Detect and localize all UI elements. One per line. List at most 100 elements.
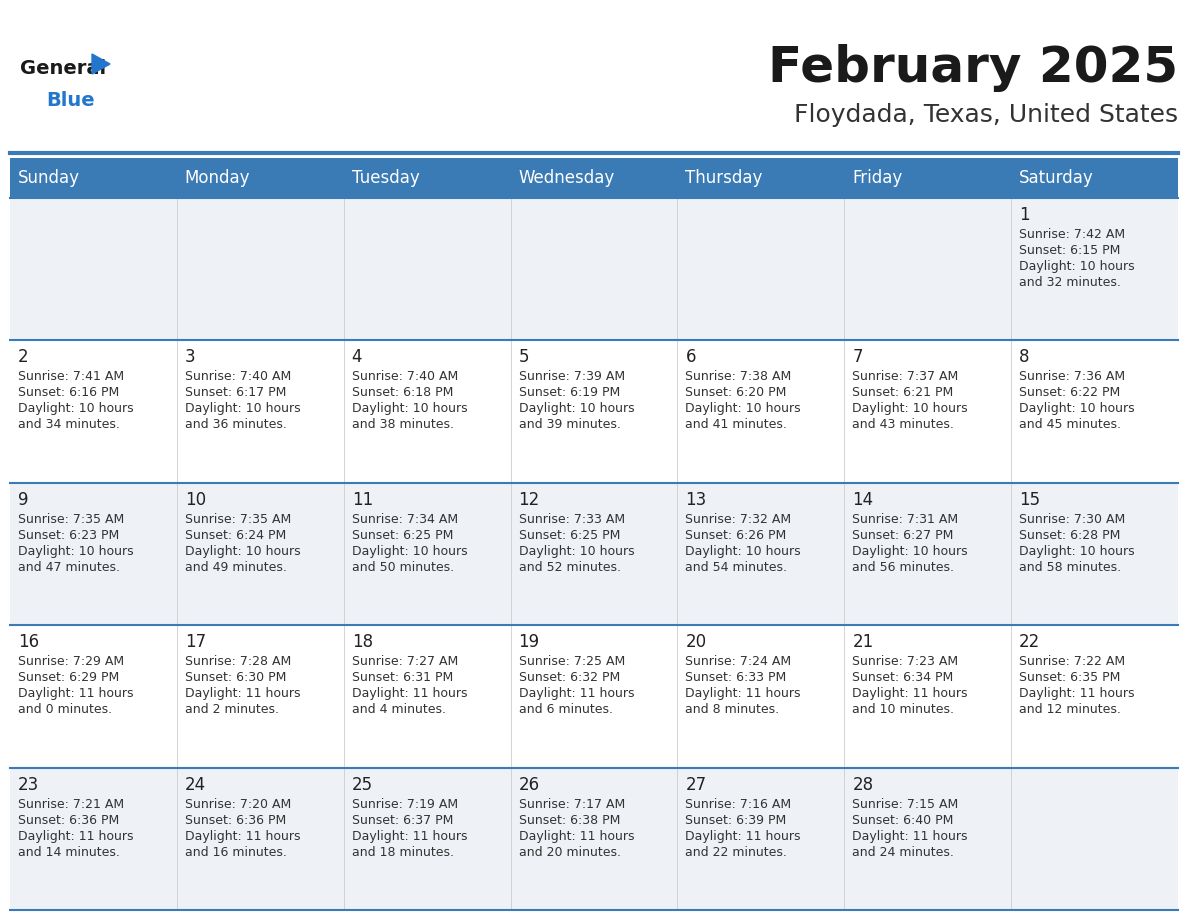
Bar bbox=[177, 767, 343, 910]
Text: 4: 4 bbox=[352, 349, 362, 366]
Text: Sunrise: 7:28 AM: Sunrise: 7:28 AM bbox=[185, 655, 291, 668]
Text: and 32 minutes.: and 32 minutes. bbox=[1019, 276, 1121, 289]
Text: 22: 22 bbox=[1019, 633, 1041, 651]
Bar bbox=[1011, 483, 1178, 625]
Text: Sunrise: 7:41 AM: Sunrise: 7:41 AM bbox=[18, 370, 124, 384]
Text: Daylight: 10 hours: Daylight: 10 hours bbox=[18, 402, 133, 416]
Text: Daylight: 10 hours: Daylight: 10 hours bbox=[519, 544, 634, 558]
Text: Daylight: 11 hours: Daylight: 11 hours bbox=[185, 830, 301, 843]
Text: 28: 28 bbox=[852, 776, 873, 793]
Text: 3: 3 bbox=[185, 349, 196, 366]
Text: Daylight: 11 hours: Daylight: 11 hours bbox=[1019, 688, 1135, 700]
Text: Sunrise: 7:35 AM: Sunrise: 7:35 AM bbox=[18, 513, 125, 526]
Text: Sunset: 6:36 PM: Sunset: 6:36 PM bbox=[185, 813, 286, 826]
Text: Sunset: 6:40 PM: Sunset: 6:40 PM bbox=[852, 813, 954, 826]
Text: 1: 1 bbox=[1019, 206, 1030, 224]
Text: General: General bbox=[20, 59, 106, 77]
Text: Daylight: 11 hours: Daylight: 11 hours bbox=[685, 688, 801, 700]
Text: Sunrise: 7:21 AM: Sunrise: 7:21 AM bbox=[18, 798, 124, 811]
Bar bbox=[177, 341, 343, 483]
Text: 13: 13 bbox=[685, 491, 707, 509]
Text: and 14 minutes.: and 14 minutes. bbox=[18, 845, 120, 858]
Text: 20: 20 bbox=[685, 633, 707, 651]
Text: Sunrise: 7:27 AM: Sunrise: 7:27 AM bbox=[352, 655, 457, 668]
Bar bbox=[10, 341, 177, 483]
Text: Sunset: 6:23 PM: Sunset: 6:23 PM bbox=[18, 529, 119, 542]
Text: and 54 minutes.: and 54 minutes. bbox=[685, 561, 788, 574]
Text: 17: 17 bbox=[185, 633, 206, 651]
Text: 16: 16 bbox=[18, 633, 39, 651]
Bar bbox=[1011, 767, 1178, 910]
Bar bbox=[343, 625, 511, 767]
Text: Sunday: Sunday bbox=[18, 169, 80, 187]
Text: and 47 minutes.: and 47 minutes. bbox=[18, 561, 120, 574]
Bar bbox=[343, 198, 511, 341]
Text: Sunset: 6:33 PM: Sunset: 6:33 PM bbox=[685, 671, 786, 684]
Text: Tuesday: Tuesday bbox=[352, 169, 419, 187]
Text: Saturday: Saturday bbox=[1019, 169, 1094, 187]
Polygon shape bbox=[91, 54, 110, 74]
Text: Daylight: 11 hours: Daylight: 11 hours bbox=[685, 830, 801, 843]
Bar bbox=[677, 198, 845, 341]
Text: Sunset: 6:38 PM: Sunset: 6:38 PM bbox=[519, 813, 620, 826]
Bar bbox=[511, 767, 677, 910]
Text: Sunset: 6:34 PM: Sunset: 6:34 PM bbox=[852, 671, 954, 684]
Text: and 4 minutes.: and 4 minutes. bbox=[352, 703, 446, 716]
Text: Sunrise: 7:33 AM: Sunrise: 7:33 AM bbox=[519, 513, 625, 526]
Bar bbox=[177, 158, 343, 198]
Text: Sunset: 6:19 PM: Sunset: 6:19 PM bbox=[519, 386, 620, 399]
Text: and 10 minutes.: and 10 minutes. bbox=[852, 703, 954, 716]
Text: Sunrise: 7:38 AM: Sunrise: 7:38 AM bbox=[685, 370, 791, 384]
Text: Sunrise: 7:40 AM: Sunrise: 7:40 AM bbox=[352, 370, 457, 384]
Text: Floydada, Texas, United States: Floydada, Texas, United States bbox=[794, 103, 1178, 127]
Text: Daylight: 11 hours: Daylight: 11 hours bbox=[352, 688, 467, 700]
Text: Sunrise: 7:40 AM: Sunrise: 7:40 AM bbox=[185, 370, 291, 384]
Text: Monday: Monday bbox=[185, 169, 251, 187]
Text: Sunrise: 7:32 AM: Sunrise: 7:32 AM bbox=[685, 513, 791, 526]
Text: Sunset: 6:18 PM: Sunset: 6:18 PM bbox=[352, 386, 453, 399]
Bar bbox=[10, 625, 177, 767]
Text: and 45 minutes.: and 45 minutes. bbox=[1019, 419, 1121, 431]
Text: Daylight: 11 hours: Daylight: 11 hours bbox=[18, 688, 133, 700]
Text: Sunrise: 7:31 AM: Sunrise: 7:31 AM bbox=[852, 513, 959, 526]
Text: Daylight: 11 hours: Daylight: 11 hours bbox=[185, 688, 301, 700]
Bar bbox=[343, 483, 511, 625]
Bar bbox=[511, 198, 677, 341]
Text: February 2025: February 2025 bbox=[767, 44, 1178, 92]
Text: Daylight: 10 hours: Daylight: 10 hours bbox=[685, 402, 801, 416]
Text: Sunrise: 7:34 AM: Sunrise: 7:34 AM bbox=[352, 513, 457, 526]
Text: and 16 minutes.: and 16 minutes. bbox=[185, 845, 286, 858]
Text: Daylight: 10 hours: Daylight: 10 hours bbox=[185, 402, 301, 416]
Bar bbox=[1011, 198, 1178, 341]
Text: and 8 minutes.: and 8 minutes. bbox=[685, 703, 779, 716]
Text: and 6 minutes.: and 6 minutes. bbox=[519, 703, 613, 716]
Bar bbox=[677, 767, 845, 910]
Text: and 43 minutes.: and 43 minutes. bbox=[852, 419, 954, 431]
Bar bbox=[845, 483, 1011, 625]
Text: and 12 minutes.: and 12 minutes. bbox=[1019, 703, 1121, 716]
Text: Sunset: 6:24 PM: Sunset: 6:24 PM bbox=[185, 529, 286, 542]
Bar bbox=[845, 625, 1011, 767]
Bar bbox=[10, 198, 177, 341]
Text: Sunset: 6:21 PM: Sunset: 6:21 PM bbox=[852, 386, 954, 399]
Text: 10: 10 bbox=[185, 491, 206, 509]
Text: Sunset: 6:27 PM: Sunset: 6:27 PM bbox=[852, 529, 954, 542]
Bar bbox=[343, 767, 511, 910]
Text: Daylight: 11 hours: Daylight: 11 hours bbox=[519, 688, 634, 700]
Text: Blue: Blue bbox=[46, 91, 95, 109]
Text: Sunrise: 7:39 AM: Sunrise: 7:39 AM bbox=[519, 370, 625, 384]
Text: Sunrise: 7:37 AM: Sunrise: 7:37 AM bbox=[852, 370, 959, 384]
Bar bbox=[511, 158, 677, 198]
Bar bbox=[677, 158, 845, 198]
Text: and 20 minutes.: and 20 minutes. bbox=[519, 845, 620, 858]
Bar bbox=[677, 341, 845, 483]
Text: Daylight: 11 hours: Daylight: 11 hours bbox=[352, 830, 467, 843]
Bar bbox=[845, 767, 1011, 910]
Text: 8: 8 bbox=[1019, 349, 1030, 366]
Text: Sunrise: 7:35 AM: Sunrise: 7:35 AM bbox=[185, 513, 291, 526]
Text: and 56 minutes.: and 56 minutes. bbox=[852, 561, 954, 574]
Text: and 38 minutes.: and 38 minutes. bbox=[352, 419, 454, 431]
Text: Sunset: 6:20 PM: Sunset: 6:20 PM bbox=[685, 386, 786, 399]
Bar bbox=[511, 625, 677, 767]
Text: and 24 minutes.: and 24 minutes. bbox=[852, 845, 954, 858]
